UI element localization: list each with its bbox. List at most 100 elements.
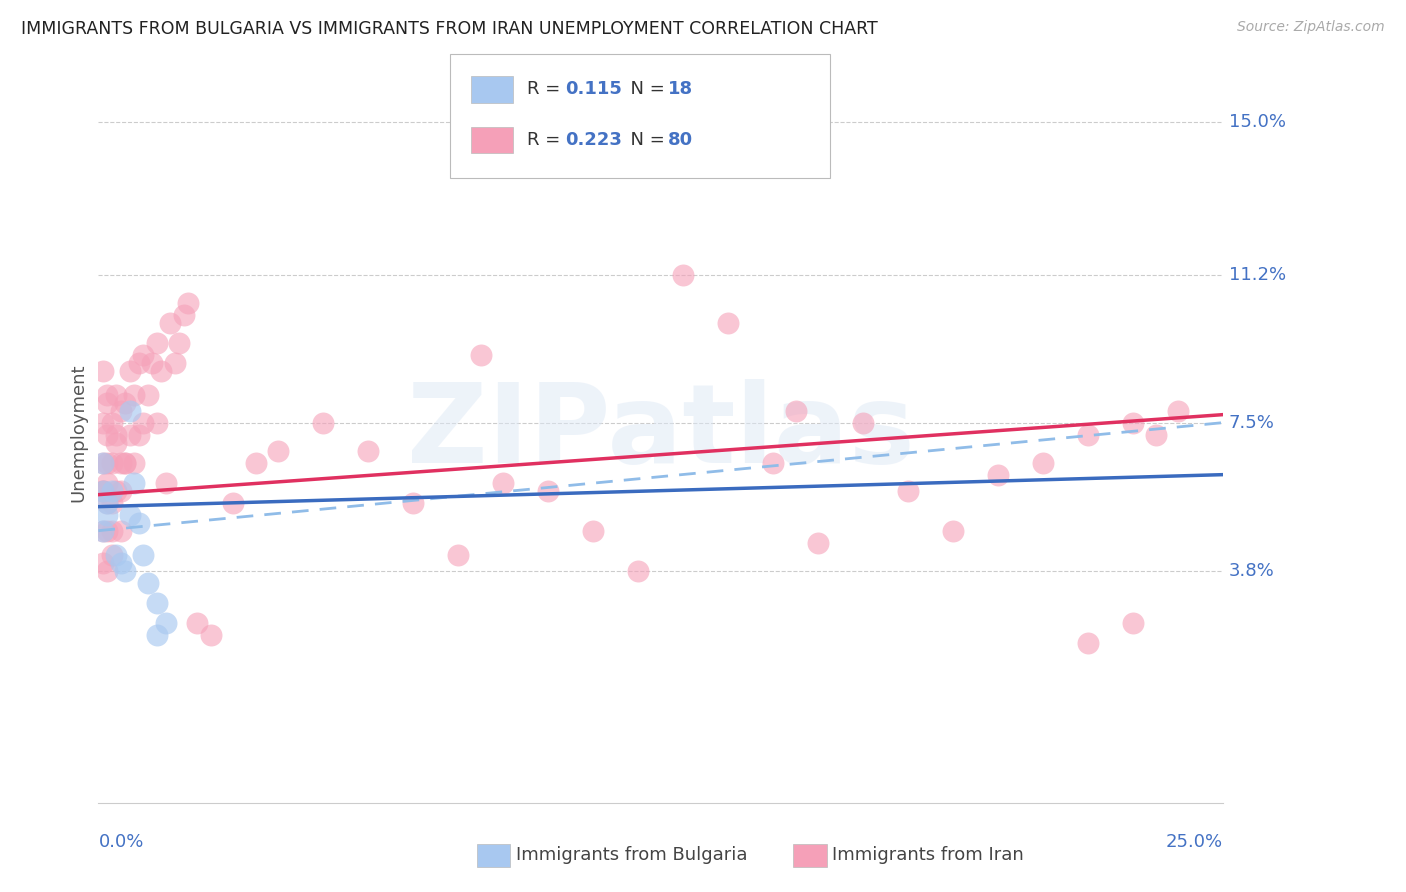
Point — [96, 387, 118, 401]
Point — [1077, 427, 1099, 442]
Point — [96, 524, 118, 538]
Text: 7.5%: 7.5% — [1229, 414, 1275, 432]
Point — [101, 483, 124, 498]
Point — [110, 456, 132, 470]
Point — [118, 427, 141, 442]
Point — [852, 416, 875, 430]
Point — [105, 435, 128, 450]
Point — [124, 475, 146, 490]
Point — [91, 456, 114, 470]
Point — [118, 403, 141, 417]
Point — [987, 467, 1010, 482]
Point — [91, 483, 114, 498]
Point — [132, 348, 155, 362]
Point — [105, 483, 128, 498]
Text: 11.2%: 11.2% — [1229, 266, 1286, 284]
Point — [942, 524, 965, 538]
Point — [177, 295, 200, 310]
Point — [110, 483, 132, 498]
Point — [105, 387, 128, 401]
Point — [627, 564, 650, 578]
Point — [91, 363, 114, 377]
Point — [114, 456, 136, 470]
Point — [128, 516, 150, 530]
Point — [124, 456, 146, 470]
Y-axis label: Unemployment: Unemployment — [69, 363, 87, 502]
Point — [105, 427, 128, 442]
Point — [91, 524, 114, 538]
Point — [146, 335, 169, 350]
Point — [155, 615, 177, 630]
Point — [173, 308, 195, 322]
Point — [96, 496, 118, 510]
Point — [132, 548, 155, 562]
Point — [141, 355, 163, 369]
Point — [96, 427, 118, 442]
Point — [785, 403, 807, 417]
Point — [96, 395, 118, 409]
Point — [897, 483, 920, 498]
Text: Immigrants from Bulgaria: Immigrants from Bulgaria — [516, 846, 748, 863]
Text: 0.0%: 0.0% — [98, 833, 143, 851]
Point — [91, 483, 114, 498]
Point — [118, 508, 141, 522]
Point — [91, 483, 114, 498]
Point — [96, 508, 118, 522]
Point — [114, 456, 136, 470]
Point — [402, 496, 425, 510]
Point — [245, 456, 267, 470]
Text: 25.0%: 25.0% — [1166, 833, 1223, 851]
Point — [101, 548, 124, 562]
Point — [1032, 456, 1054, 470]
Point — [101, 456, 124, 470]
Point — [146, 416, 169, 430]
Point — [124, 387, 146, 401]
Point — [110, 524, 132, 538]
Point — [717, 316, 740, 330]
Point — [110, 556, 132, 570]
Point — [200, 628, 222, 642]
Point — [470, 348, 492, 362]
Text: ZIPatlas: ZIPatlas — [406, 379, 915, 486]
Point — [1122, 416, 1144, 430]
Point — [762, 456, 785, 470]
Point — [267, 443, 290, 458]
Point — [96, 475, 118, 490]
Point — [105, 548, 128, 562]
Point — [222, 496, 245, 510]
Text: 0.223: 0.223 — [565, 131, 621, 149]
Point — [582, 524, 605, 538]
Point — [91, 556, 114, 570]
Text: Source: ZipAtlas.com: Source: ZipAtlas.com — [1237, 20, 1385, 34]
Point — [128, 427, 150, 442]
Text: 0.115: 0.115 — [565, 80, 621, 98]
Point — [150, 363, 173, 377]
Text: IMMIGRANTS FROM BULGARIA VS IMMIGRANTS FROM IRAN UNEMPLOYMENT CORRELATION CHART: IMMIGRANTS FROM BULGARIA VS IMMIGRANTS F… — [21, 20, 877, 37]
Point — [1077, 636, 1099, 650]
Point — [96, 564, 118, 578]
Point — [447, 548, 470, 562]
Point — [128, 355, 150, 369]
Text: N =: N = — [619, 80, 671, 98]
Point — [492, 475, 515, 490]
Point — [537, 483, 560, 498]
Text: Immigrants from Iran: Immigrants from Iran — [832, 846, 1024, 863]
Point — [146, 596, 169, 610]
Point — [110, 403, 132, 417]
Point — [155, 475, 177, 490]
Text: R =: R = — [527, 131, 567, 149]
Point — [91, 456, 114, 470]
Text: 80: 80 — [668, 131, 693, 149]
Point — [96, 496, 118, 510]
Point — [312, 416, 335, 430]
Point — [163, 355, 186, 369]
Point — [101, 524, 124, 538]
Point — [96, 456, 118, 470]
Point — [357, 443, 380, 458]
Point — [169, 335, 191, 350]
Point — [118, 363, 141, 377]
Point — [1122, 615, 1144, 630]
Text: N =: N = — [619, 131, 671, 149]
Point — [159, 316, 181, 330]
Point — [101, 416, 124, 430]
